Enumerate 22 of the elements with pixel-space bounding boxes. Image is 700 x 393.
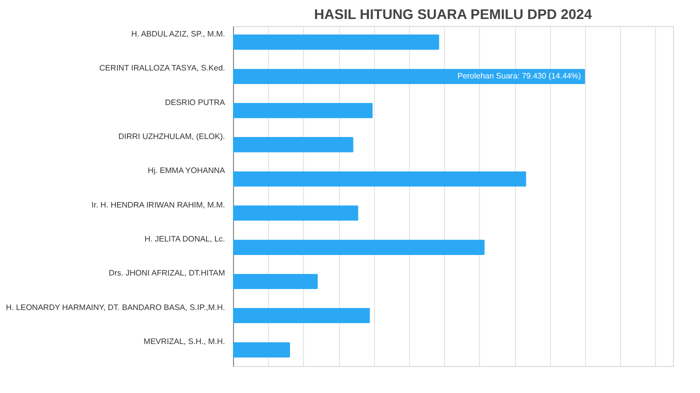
y-tick-label: Hj. EMMA YOHANNA	[148, 166, 226, 176]
bar	[233, 205, 358, 221]
y-tick-label: MEVRIZAL, S.H., M.H.	[144, 337, 225, 346]
y-tick-label: Ir. H. HENDRA IRIWAN RAHIM, M.M.	[92, 200, 225, 210]
bar	[233, 102, 373, 118]
bar	[233, 274, 318, 290]
y-tick-label: DESRIO PUTRA	[164, 98, 226, 107]
y-tick-label: H. LEONARDY HARMAINY, DT. BANDARO BASA, S.IP.,M.H.	[6, 302, 225, 312]
bar	[233, 34, 440, 50]
bar	[233, 171, 526, 187]
y-tick-label: H. ABDUL AZIZ, SP., M.M.	[131, 30, 225, 39]
bar	[233, 240, 485, 255]
y-tick-label: Drs. JHONI AFRIZAL, DT.HITAM	[108, 268, 226, 278]
y-tick-label: H. JELITA DONAL, Lc.	[144, 234, 225, 244]
annotation: Perolehan Suara: 79.430 (14.44%)	[457, 71, 582, 80]
y-tick-label: CERINT IRALLOZA TASYA, S.Ked.	[99, 64, 225, 73]
y-tick-label: DIRRI UZHZHULAM, (ELOK).	[118, 132, 225, 142]
bar	[233, 137, 354, 152]
bar	[233, 342, 290, 358]
bar	[233, 68, 585, 84]
bar	[233, 308, 370, 324]
chart-title: HASIL HITUNG SUARA PEMILU DPD 2024	[314, 6, 592, 22]
